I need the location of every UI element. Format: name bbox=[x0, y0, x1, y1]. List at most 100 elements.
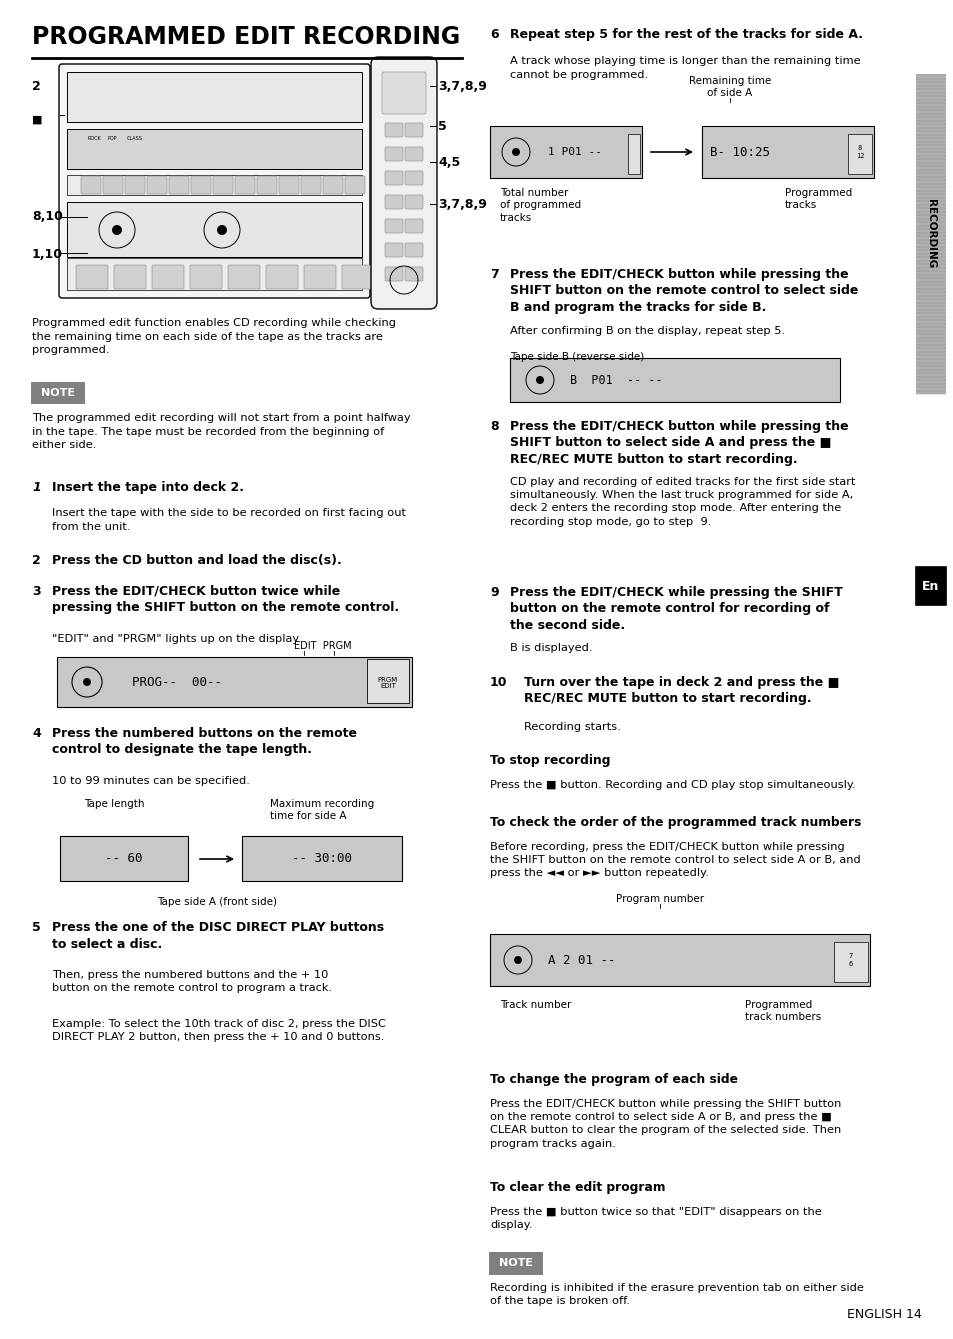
Text: Tape length: Tape length bbox=[84, 799, 144, 809]
FancyBboxPatch shape bbox=[490, 935, 869, 986]
Text: 3,7,8,9: 3,7,8,9 bbox=[437, 80, 486, 92]
Text: 9: 9 bbox=[490, 586, 498, 599]
Text: Tape side A (front side): Tape side A (front side) bbox=[157, 897, 276, 907]
Text: 6: 6 bbox=[490, 28, 498, 42]
FancyBboxPatch shape bbox=[385, 147, 402, 161]
Text: Repeat step 5 for the rest of the tracks for side A.: Repeat step 5 for the rest of the tracks… bbox=[510, 28, 862, 42]
Text: NOTE: NOTE bbox=[498, 1259, 533, 1268]
FancyBboxPatch shape bbox=[76, 265, 108, 289]
Text: NOTE: NOTE bbox=[41, 388, 75, 398]
FancyBboxPatch shape bbox=[266, 265, 297, 289]
FancyBboxPatch shape bbox=[67, 258, 361, 291]
Text: -- 60: -- 60 bbox=[105, 853, 143, 865]
Text: 10: 10 bbox=[490, 676, 507, 690]
FancyBboxPatch shape bbox=[915, 566, 945, 605]
Text: 1 P01 --: 1 P01 -- bbox=[547, 147, 601, 157]
Text: B  P01  -- --: B P01 -- -- bbox=[569, 374, 662, 387]
FancyBboxPatch shape bbox=[169, 175, 189, 194]
FancyBboxPatch shape bbox=[367, 659, 409, 703]
FancyBboxPatch shape bbox=[67, 129, 361, 169]
Text: Press the ■ button. Recording and CD play stop simultaneously.: Press the ■ button. Recording and CD pla… bbox=[490, 781, 855, 790]
Text: After confirming B on the display, repeat step 5.: After confirming B on the display, repea… bbox=[510, 325, 784, 336]
FancyBboxPatch shape bbox=[190, 265, 222, 289]
FancyBboxPatch shape bbox=[304, 265, 335, 289]
FancyBboxPatch shape bbox=[847, 134, 871, 174]
Text: Programmed
tracks: Programmed tracks bbox=[784, 187, 851, 210]
Text: 1: 1 bbox=[32, 481, 41, 494]
FancyBboxPatch shape bbox=[341, 265, 374, 289]
FancyBboxPatch shape bbox=[345, 175, 365, 194]
FancyBboxPatch shape bbox=[242, 836, 401, 881]
Text: Turn over the tape in deck 2 and press the ■
REC/REC MUTE button to start record: Turn over the tape in deck 2 and press t… bbox=[523, 676, 839, 706]
Text: 5: 5 bbox=[32, 921, 41, 935]
FancyBboxPatch shape bbox=[381, 72, 426, 114]
Text: Track number: Track number bbox=[499, 1000, 571, 1010]
Text: PROGRAMMED EDIT RECORDING: PROGRAMMED EDIT RECORDING bbox=[32, 25, 459, 50]
FancyBboxPatch shape bbox=[405, 266, 422, 281]
FancyBboxPatch shape bbox=[405, 147, 422, 161]
FancyBboxPatch shape bbox=[213, 175, 233, 194]
Text: Total number
of programmed
tracks: Total number of programmed tracks bbox=[499, 187, 580, 222]
Text: To clear the edit program: To clear the edit program bbox=[490, 1181, 665, 1194]
Text: Programmed
track numbers: Programmed track numbers bbox=[744, 1000, 821, 1023]
Text: Before recording, press the EDIT/CHECK button while pressing
the SHIFT button on: Before recording, press the EDIT/CHECK b… bbox=[490, 842, 860, 878]
Text: Press the one of the DISC DIRECT PLAY buttons
to select a disc.: Press the one of the DISC DIRECT PLAY bu… bbox=[52, 921, 384, 951]
FancyBboxPatch shape bbox=[405, 242, 422, 257]
FancyBboxPatch shape bbox=[510, 358, 840, 402]
Text: ■: ■ bbox=[32, 115, 43, 125]
Text: Press the EDIT/CHECK while pressing the SHIFT
button on the remote control for r: Press the EDIT/CHECK while pressing the … bbox=[510, 586, 841, 632]
FancyBboxPatch shape bbox=[256, 175, 276, 194]
FancyBboxPatch shape bbox=[323, 175, 343, 194]
Text: Press the EDIT/CHECK button while pressing the
SHIFT button on the remote contro: Press the EDIT/CHECK button while pressi… bbox=[510, 268, 858, 315]
FancyBboxPatch shape bbox=[147, 175, 167, 194]
Text: POP: POP bbox=[107, 137, 116, 142]
Circle shape bbox=[83, 678, 91, 686]
FancyBboxPatch shape bbox=[915, 74, 945, 394]
FancyBboxPatch shape bbox=[371, 58, 436, 309]
Text: 8,10: 8,10 bbox=[32, 210, 63, 224]
FancyBboxPatch shape bbox=[701, 126, 873, 178]
FancyBboxPatch shape bbox=[67, 175, 361, 195]
FancyBboxPatch shape bbox=[489, 1252, 542, 1275]
FancyBboxPatch shape bbox=[234, 175, 254, 194]
FancyBboxPatch shape bbox=[833, 943, 867, 981]
Text: 3,7,8,9: 3,7,8,9 bbox=[437, 198, 486, 212]
Text: B is displayed.: B is displayed. bbox=[510, 643, 592, 653]
Text: A track whose playing time is longer than the remaining time
cannot be programme: A track whose playing time is longer tha… bbox=[510, 56, 860, 79]
Text: The programmed edit recording will not start from a point halfway
in the tape. T: The programmed edit recording will not s… bbox=[32, 412, 410, 450]
Text: 7
6: 7 6 bbox=[848, 953, 852, 967]
FancyBboxPatch shape bbox=[301, 175, 320, 194]
FancyBboxPatch shape bbox=[405, 195, 422, 209]
Text: Example: To select the 10th track of disc 2, press the DISC
DIRECT PLAY 2 button: Example: To select the 10th track of dis… bbox=[52, 1019, 385, 1042]
Text: B- 10:25: B- 10:25 bbox=[709, 146, 769, 158]
Circle shape bbox=[112, 225, 122, 236]
Text: 1,10: 1,10 bbox=[32, 248, 63, 261]
Text: Tape side B (reverse side): Tape side B (reverse side) bbox=[510, 352, 643, 362]
Text: RECORDING: RECORDING bbox=[925, 200, 935, 269]
FancyBboxPatch shape bbox=[152, 265, 184, 289]
Text: Press the CD button and load the disc(s).: Press the CD button and load the disc(s)… bbox=[52, 554, 341, 566]
Text: Remaining time
of side A: Remaining time of side A bbox=[688, 75, 770, 98]
FancyBboxPatch shape bbox=[627, 134, 639, 174]
Text: 5: 5 bbox=[437, 121, 446, 133]
Text: Press the ■ button twice so that "EDIT" disappears on the
display.: Press the ■ button twice so that "EDIT" … bbox=[490, 1206, 821, 1231]
Circle shape bbox=[514, 956, 521, 964]
Text: 2: 2 bbox=[32, 554, 41, 566]
FancyBboxPatch shape bbox=[191, 175, 211, 194]
FancyBboxPatch shape bbox=[385, 220, 402, 233]
Text: To stop recording: To stop recording bbox=[490, 754, 610, 767]
FancyBboxPatch shape bbox=[103, 175, 123, 194]
FancyBboxPatch shape bbox=[30, 382, 85, 404]
FancyBboxPatch shape bbox=[385, 171, 402, 185]
Text: A 2 01 --: A 2 01 -- bbox=[547, 953, 615, 967]
Text: "EDIT" and "PRGM" lights up on the display.: "EDIT" and "PRGM" lights up on the displ… bbox=[52, 633, 301, 644]
Text: Insert the tape with the side to be recorded on first facing out
from the unit.: Insert the tape with the side to be reco… bbox=[52, 507, 406, 532]
FancyBboxPatch shape bbox=[113, 265, 146, 289]
Text: ROCK: ROCK bbox=[87, 137, 101, 142]
FancyBboxPatch shape bbox=[228, 265, 260, 289]
Text: EDIT  PRGM: EDIT PRGM bbox=[294, 641, 352, 651]
Text: Press the EDIT/CHECK button while pressing the SHIFT button
on the remote contro: Press the EDIT/CHECK button while pressi… bbox=[490, 1099, 841, 1149]
Text: Insert the tape into deck 2.: Insert the tape into deck 2. bbox=[52, 481, 244, 494]
Text: 4,5: 4,5 bbox=[437, 157, 459, 169]
FancyBboxPatch shape bbox=[405, 123, 422, 137]
